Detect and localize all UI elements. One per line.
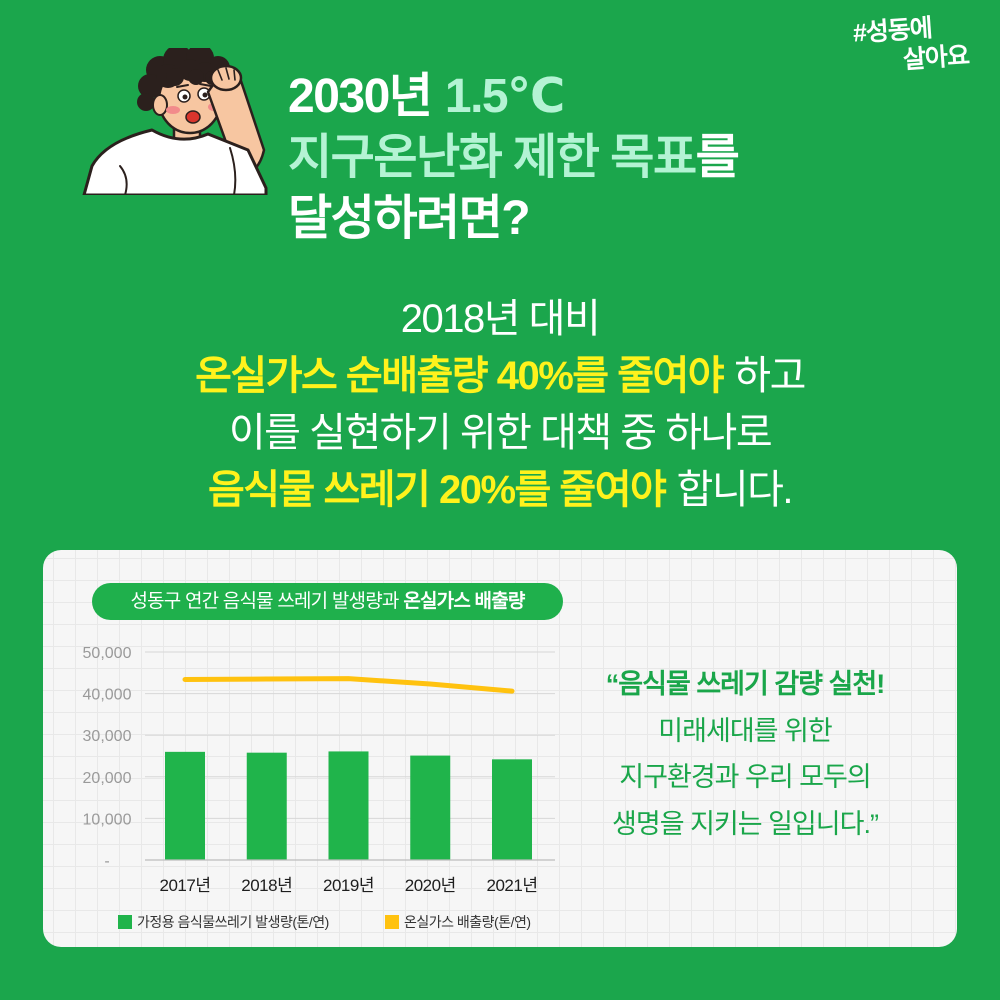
combo-chart: - 10,000 20,000 30,000 40,000 50,000 2017년 2018… — [83, 645, 555, 895]
chart-title-regular: 성동구 연간 음식물 쓰레기 발생량과 — [130, 591, 399, 612]
quote-line-4: 생명을 지키는 일입니다.” — [612, 808, 879, 839]
message-line-2: 온실가스 순배출량 40%를 줄여야 하고 — [0, 348, 1000, 405]
character-eyes — [177, 87, 211, 103]
y-tick-label: 40,000 — [83, 687, 132, 704]
character-shirt-folds — [119, 147, 237, 195]
headline-particle: 를 — [695, 131, 740, 184]
quote-line-2: 미래세대를 위한 — [658, 715, 832, 746]
character-shirt — [82, 128, 268, 195]
legend-label-emissions: 온실가스 배출량(톤/연) — [404, 914, 531, 930]
y-tick-label: - — [104, 853, 109, 870]
message-line-1: 2018년 대비 — [0, 291, 1000, 348]
legend-item-emissions: 온실가스 배출량(톤/연) — [385, 913, 531, 931]
quote-line-1: “음식물 쓰레기 감량 실천! — [605, 669, 885, 699]
brand-logo: #성동에 살아요 — [848, 5, 993, 85]
food-waste-bar-3 — [410, 755, 451, 860]
character-mouth — [185, 110, 201, 124]
legend-swatch-food-waste — [118, 915, 132, 929]
headline: 2030년 1.5℃ 지구온난화 제한 목표를 달성하려면? — [288, 66, 740, 249]
y-tick-label: 20,000 — [83, 770, 132, 787]
message-line-3: 이를 실현하기 위한 대책 중 하나로 — [0, 405, 1000, 462]
x-tick-label: 2019년 — [323, 876, 374, 895]
brand-slogan: 살아요 — [902, 41, 970, 75]
key-message: 2018년 대비 온실가스 순배출량 40%를 줄여야 하고 이를 실현하기 위한… — [0, 291, 1000, 519]
character-illustration — [82, 48, 268, 195]
food-waste-bar-0 — [165, 751, 205, 860]
message-food-waste-target: 음식물 쓰레기 20%를 줄여야 — [207, 468, 667, 512]
headline-temperature: 1.5℃ — [444, 70, 565, 123]
message-emission-suffix: 하고 — [734, 354, 806, 398]
legend-label-food-waste: 가정용 음식물쓰레기 발생량(톤/연) — [137, 914, 329, 930]
food-waste-bar-4 — [492, 759, 532, 860]
message-emission-target: 온실가스 순배출량 40%를 줄여야 — [195, 354, 725, 398]
emissions-series-line — [182, 676, 515, 694]
legend-item-food-waste: 가정용 음식물쓰레기 발생량(톤/연) — [118, 913, 329, 931]
chart-title-pill: 성동구 연간 음식물 쓰레기 발생량과 온실가스 배출량 — [92, 583, 563, 620]
quote-line-3: 지구환경과 우리 모두의 — [619, 762, 871, 792]
message-line-4: 음식물 쓰레기 20%를 줄여야 합니다. — [0, 462, 1000, 519]
character-brows — [176, 83, 212, 88]
message-measure-intro: 이를 실현하기 위한 대책 중 하나로 — [228, 411, 773, 455]
y-tick-label: 50,000 — [83, 645, 132, 662]
y-tick-label: 30,000 — [83, 728, 132, 745]
x-tick-label: 2018년 — [241, 876, 292, 895]
character-fingers — [217, 67, 236, 81]
message-baseline: 2018년 대비 — [400, 297, 601, 341]
headline-line-3: 달성하려면? — [288, 188, 738, 249]
x-tick-label: 2021년 — [487, 876, 538, 895]
legend-swatch-emissions — [385, 915, 399, 929]
headline-line-2: 지구온난화 제한 목표를 — [288, 127, 740, 188]
message-food-waste-suffix: 합니다. — [676, 468, 794, 512]
headline-goal: 지구온난화 제한 목표 — [288, 131, 697, 184]
headline-question: 달성하려면? — [288, 192, 531, 245]
y-tick-label: 10,000 — [83, 811, 132, 828]
campaign-quote: “음식물 쓰레기 감량 실천! 미래세대를 위한 지구환경과 우리 모두의 생명… — [560, 661, 930, 847]
chart-title-bold: 온실가스 배출량 — [403, 591, 525, 612]
headline-line-1: 2030년 1.5℃ — [288, 66, 738, 127]
food-waste-bar-1 — [246, 752, 287, 860]
character-ear — [152, 94, 168, 116]
food-waste-bar-2 — [328, 751, 369, 860]
x-tick-label: 2017년 — [160, 876, 211, 895]
x-tick-label: 2020년 — [405, 876, 456, 895]
headline-year: 2030년 — [288, 70, 433, 123]
